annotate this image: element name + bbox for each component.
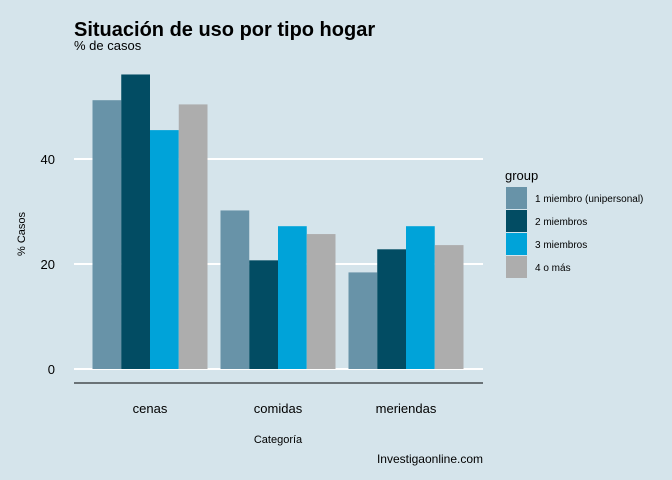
legend-label: 1 miembro (unipersonal) [535, 194, 643, 205]
caption: Investigaonline.com [377, 452, 483, 466]
legend-swatch [506, 187, 527, 209]
legend-swatch [506, 256, 527, 278]
y-axis-label: % Casos [16, 211, 28, 256]
legend-label: 2 miembros [535, 217, 587, 228]
legend-title: group [505, 168, 538, 183]
x-axis-label: Categoría [254, 434, 303, 446]
bar-cenas-3 [150, 130, 179, 369]
bar-comidas-4 [306, 234, 336, 369]
legend-swatch [506, 233, 527, 255]
legend-label: 3 miembros [535, 240, 587, 251]
bar-cenas-1 [92, 100, 122, 369]
x-tick-labels: cenas comidas meriendas [133, 401, 437, 416]
bar-cenas-2 [121, 74, 150, 369]
y-tick-labels: 0 20 40 [41, 152, 55, 377]
bar-meriendas-1 [348, 272, 378, 369]
y-tick-label: 0 [48, 362, 55, 377]
chart-title: Situación de uso por tipo hogar [74, 19, 375, 41]
chart-subtitle: % de casos [74, 38, 142, 53]
bar-meriendas-2 [377, 249, 406, 369]
legend: 1 miembro (unipersonal) 2 miembros 3 miemb… [506, 187, 643, 278]
legend-swatch [506, 210, 527, 232]
bars [92, 74, 464, 370]
legend-label: 4 o más [535, 263, 571, 274]
x-tick-label: meriendas [376, 401, 437, 416]
bar-comidas-1 [220, 210, 250, 369]
x-tick-label: cenas [133, 401, 168, 416]
bar-comidas-3 [278, 226, 307, 369]
y-tick-label: 20 [41, 257, 55, 272]
bar-comidas-2 [249, 260, 278, 369]
bar-cenas-4 [178, 104, 208, 370]
bar-meriendas-3 [406, 226, 435, 369]
bar-meriendas-4 [434, 245, 464, 369]
y-tick-label: 40 [41, 152, 55, 167]
x-tick-label: comidas [254, 401, 303, 416]
